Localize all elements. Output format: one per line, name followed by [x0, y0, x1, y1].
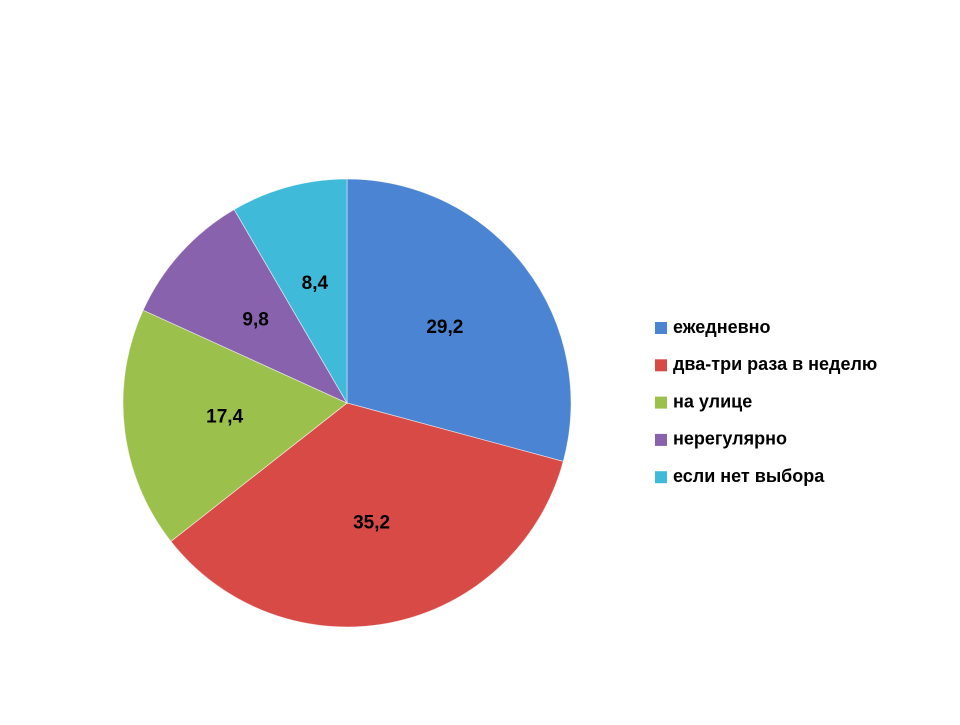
- pie-slice: [170, 402, 564, 628]
- legend-label: два-три раза в неделю: [673, 354, 877, 374]
- legend-swatch: [655, 322, 667, 334]
- value-label: 17,4: [206, 407, 243, 428]
- pie-slice: [346, 178, 572, 462]
- legend-label: на улице: [673, 391, 752, 411]
- pie-slice: [122, 309, 348, 542]
- value-label: 35,2: [353, 513, 390, 534]
- pie-slice: [233, 178, 348, 405]
- value-label: 8,4: [302, 273, 329, 294]
- legend-swatch: [655, 359, 667, 372]
- pie-slice: [142, 208, 348, 404]
- value-label: 29,2: [426, 317, 463, 338]
- legend-label: ежедневно: [673, 317, 771, 337]
- legend-label: нерегулярно: [673, 429, 787, 449]
- legend-swatch: [655, 471, 667, 484]
- legend-swatch: [655, 396, 667, 409]
- legend-label: если нет выбора: [673, 466, 825, 486]
- value-label: 9,8: [242, 309, 268, 330]
- legend-swatch: [655, 433, 667, 446]
